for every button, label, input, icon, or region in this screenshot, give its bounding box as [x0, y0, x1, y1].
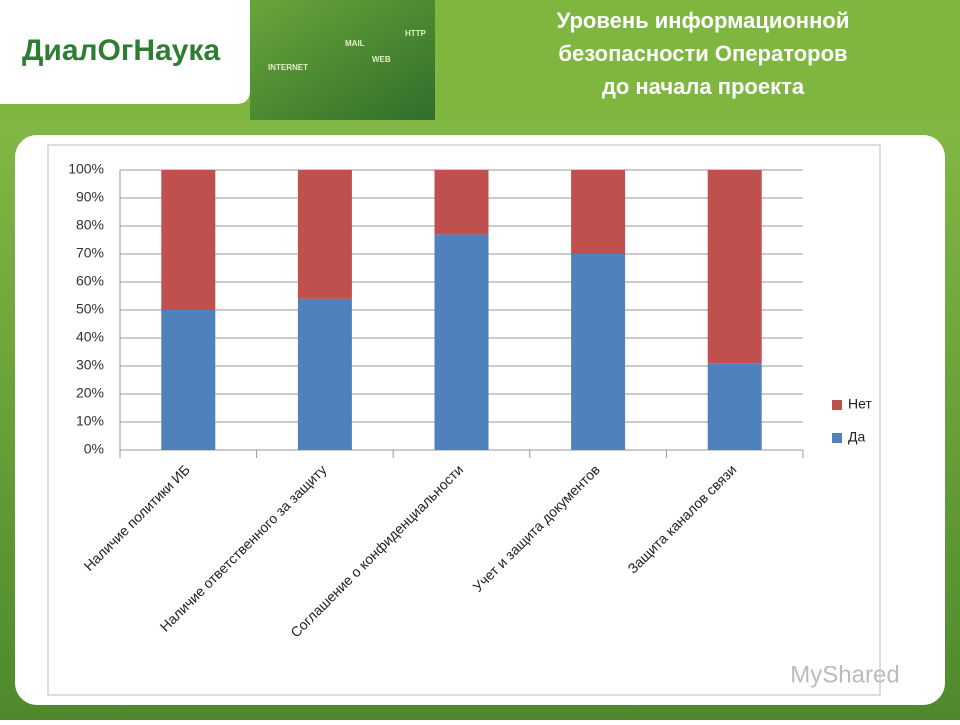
logo-box: [0, 0, 250, 104]
y-tick-label: 100%: [68, 161, 104, 177]
y-tick-label: 70%: [76, 245, 104, 261]
chart-title: Уровень информационной: [557, 8, 850, 33]
chart-title: безопасности Операторов: [558, 41, 847, 66]
legend-swatch: [832, 433, 842, 443]
y-tick-label: 50%: [76, 301, 104, 317]
bar-segment: [297, 298, 352, 450]
banner: [250, 0, 435, 120]
banner-word: HTTP: [405, 29, 427, 38]
y-tick-label: 90%: [76, 189, 104, 205]
bar-segment: [707, 170, 762, 364]
legend-swatch: [832, 400, 842, 410]
y-tick-label: 80%: [76, 217, 104, 233]
banner-word: WEB: [372, 55, 391, 64]
bar-segment: [434, 234, 489, 450]
y-tick-label: 10%: [76, 413, 104, 429]
legend-label: Нет: [848, 396, 872, 412]
banner-word: MAIL: [345, 39, 365, 48]
y-tick-label: 40%: [76, 329, 104, 345]
y-tick-label: 30%: [76, 357, 104, 373]
logo: ДиалOгНаука: [22, 34, 220, 67]
y-tick-label: 60%: [76, 273, 104, 289]
legend-label: Да: [848, 429, 865, 445]
chart-title: до начала проекта: [602, 74, 805, 99]
banner-word: INTERNET: [268, 63, 308, 72]
watermark: MyShared: [790, 661, 899, 688]
bar-segment: [434, 170, 489, 235]
bar-segment: [707, 363, 762, 450]
bar-segment: [161, 310, 216, 450]
bar-segment: [571, 170, 626, 254]
y-tick-label: 0%: [84, 441, 104, 457]
bar-segment: [297, 170, 352, 299]
bar-segment: [161, 170, 216, 310]
bar-segment: [571, 254, 626, 450]
y-tick-label: 20%: [76, 385, 104, 401]
